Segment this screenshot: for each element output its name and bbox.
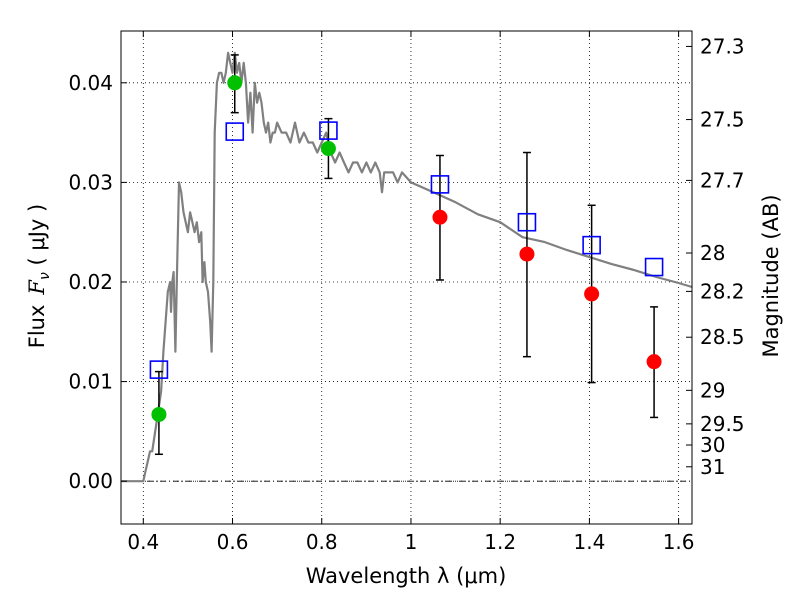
x-axis-label: Wavelength λ (μm): [306, 564, 507, 588]
x-tick-label: 0.6: [217, 530, 249, 554]
y-tick-label: 0.02: [68, 270, 113, 294]
y2-tick-label: 31: [700, 455, 725, 479]
y2-tick-label: 28.5: [700, 325, 745, 349]
plot-frame: [120, 30, 693, 525]
data-point-square: [430, 175, 450, 194]
y2-tick-label: 27.5: [700, 108, 745, 132]
data-point-square: [149, 360, 169, 379]
x-tick-label: 0.8: [306, 530, 338, 554]
data-point-square: [582, 235, 601, 255]
y2-tick-label: 27.7: [700, 168, 745, 192]
data-point-circle: [320, 141, 336, 157]
y-axis-label: Flux Fν ( μJy ): [25, 204, 53, 348]
grid-lines: [121, 31, 692, 524]
y2-tick-label: 30: [700, 433, 725, 457]
y-axis-label-prefix: Flux: [25, 305, 49, 349]
y-tick-label: 0.04: [68, 71, 113, 95]
data-point-circle: [646, 354, 662, 370]
y-axis-ticks: 0.00 0.01 0.02 0.03 0.04: [68, 71, 127, 493]
data-point-circle: [584, 286, 600, 302]
y2-tick-label: 29: [700, 378, 725, 402]
model-spectrum-line: [121, 51, 693, 483]
x-tick-label: 1.4: [573, 530, 605, 554]
y-axis-label-sub: ν: [37, 272, 53, 280]
y2-tick-label: 28: [700, 241, 725, 265]
y-axis-label-unit: ( μJy ): [25, 204, 49, 272]
data-point-circle: [151, 406, 167, 422]
y-tick-label: 0.01: [68, 370, 113, 394]
y-axis-label-symbol: F: [25, 279, 49, 296]
data-point-square: [517, 212, 537, 232]
data-point-square: [225, 122, 245, 141]
data-point-circle: [432, 209, 448, 225]
x-tick-label: 1.2: [484, 530, 516, 554]
y2-tick-label: 27.3: [700, 34, 745, 58]
model-spectrum: [121, 51, 693, 483]
x-axis-ticks: 0.4 0.6 0.8 1 1.2 1.4 1.6: [127, 31, 695, 554]
x-tick-label: 0.4: [127, 530, 159, 554]
x-tick-label: 1.6: [663, 530, 695, 554]
data-point-square: [319, 121, 338, 140]
photometry-markers: [149, 75, 664, 422]
y-tick-label: 0.03: [68, 170, 113, 194]
data-point-circle: [227, 75, 243, 91]
data-point-square: [644, 257, 664, 277]
y2-tick-label: 29.5: [700, 412, 745, 436]
right-axis-label: Magnitude (AB): [759, 194, 783, 357]
y-tick-label: 0.00: [68, 469, 113, 493]
y2-tick-label: 28.2: [700, 279, 745, 303]
data-point-circle: [519, 246, 535, 262]
x-tick-label: 1: [405, 530, 418, 554]
